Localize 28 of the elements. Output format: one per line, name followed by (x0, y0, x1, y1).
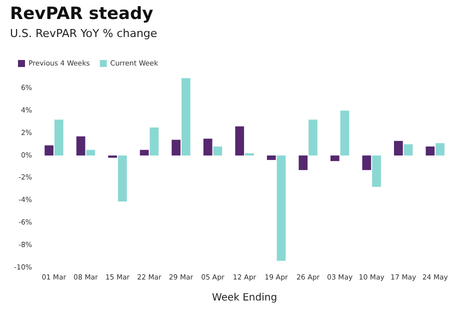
bar (140, 150, 149, 156)
bar (203, 138, 212, 156)
bar (213, 146, 222, 156)
bar (276, 155, 286, 261)
bar (394, 140, 403, 156)
bar (108, 155, 117, 158)
bar (44, 145, 54, 156)
bar (330, 155, 340, 162)
bar (372, 155, 381, 187)
bar (235, 126, 244, 156)
bar (182, 78, 190, 156)
bar (118, 155, 127, 202)
bar (426, 146, 435, 156)
bar (362, 155, 372, 170)
bar (340, 110, 350, 156)
chart-subtitle: U.S. RevPAR YoY % change (10, 27, 158, 40)
bar (76, 136, 86, 156)
bar (54, 120, 64, 156)
bar (436, 143, 444, 156)
x-axis-title: Week Ending (212, 292, 278, 304)
chart-title: RevPAR steady (10, 4, 154, 24)
bar (308, 120, 318, 156)
bar (150, 127, 159, 156)
bar (86, 150, 96, 156)
bar (266, 155, 276, 160)
bar (404, 144, 413, 156)
bar (172, 140, 181, 156)
bar (298, 155, 308, 170)
